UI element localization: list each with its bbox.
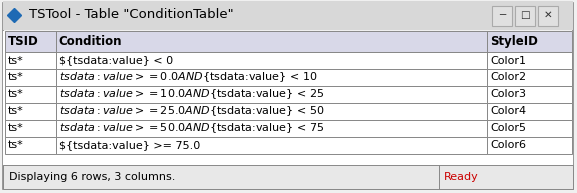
Text: Ready: Ready <box>444 172 479 182</box>
Text: Color3: Color3 <box>490 89 526 99</box>
Text: ${tsdata:value} >= 75.0: ${tsdata:value} >= 75.0 <box>59 140 200 150</box>
FancyBboxPatch shape <box>487 137 572 154</box>
FancyBboxPatch shape <box>3 165 573 189</box>
Text: Color2: Color2 <box>490 73 526 82</box>
FancyBboxPatch shape <box>5 31 572 52</box>
FancyBboxPatch shape <box>487 86 572 103</box>
Text: Color1: Color1 <box>490 56 526 66</box>
Text: Displaying 6 rows, 3 columns.: Displaying 6 rows, 3 columns. <box>9 172 175 182</box>
Text: ts*: ts* <box>8 106 23 116</box>
Text: Condition: Condition <box>59 35 122 48</box>
FancyBboxPatch shape <box>5 52 56 69</box>
FancyBboxPatch shape <box>3 31 573 165</box>
Text: Color4: Color4 <box>490 106 526 116</box>
Text: TSID: TSID <box>8 35 38 48</box>
FancyBboxPatch shape <box>5 120 56 137</box>
Text: ts*: ts* <box>8 140 23 150</box>
Text: StyleID: StyleID <box>490 35 538 48</box>
Text: Color6: Color6 <box>490 140 526 150</box>
Text: ${tsdata:value} < 0: ${tsdata:value} < 0 <box>59 56 173 66</box>
Text: ts*: ts* <box>8 56 23 66</box>
Text: □: □ <box>520 10 530 20</box>
FancyBboxPatch shape <box>3 3 573 189</box>
FancyBboxPatch shape <box>487 103 572 120</box>
FancyBboxPatch shape <box>3 1 573 30</box>
FancyBboxPatch shape <box>56 69 487 86</box>
FancyBboxPatch shape <box>487 120 572 137</box>
Text: ✕: ✕ <box>544 10 553 20</box>
Text: ts*: ts* <box>8 123 23 133</box>
FancyBboxPatch shape <box>515 6 535 26</box>
FancyBboxPatch shape <box>56 52 487 69</box>
Text: ─: ─ <box>499 10 505 20</box>
Text: ts*: ts* <box>8 89 23 99</box>
FancyBboxPatch shape <box>56 86 487 103</box>
FancyBboxPatch shape <box>5 137 56 154</box>
FancyBboxPatch shape <box>56 120 487 137</box>
FancyBboxPatch shape <box>56 103 487 120</box>
FancyBboxPatch shape <box>538 6 558 26</box>
FancyBboxPatch shape <box>487 69 572 86</box>
Text: ts*: ts* <box>8 73 23 82</box>
FancyBboxPatch shape <box>487 52 572 69</box>
Text: ${tsdata:value} >= 50.0 AND ${tsdata:value} < 75: ${tsdata:value} >= 50.0 AND ${tsdata:val… <box>59 121 324 135</box>
Text: ${tsdata:value} >= 25.0 AND ${tsdata:value} < 50: ${tsdata:value} >= 25.0 AND ${tsdata:val… <box>59 104 324 118</box>
FancyBboxPatch shape <box>492 6 512 26</box>
FancyBboxPatch shape <box>5 103 56 120</box>
Text: Color5: Color5 <box>490 123 526 133</box>
FancyBboxPatch shape <box>5 69 56 86</box>
Text: ${tsdata:value} >= 0.0 AND ${tsdata:value} < 10: ${tsdata:value} >= 0.0 AND ${tsdata:valu… <box>59 71 317 84</box>
Text: TSTool - Table "ConditionTable": TSTool - Table "ConditionTable" <box>29 8 234 21</box>
Text: ${tsdata:value} >= 10.0 AND ${tsdata:value} < 25: ${tsdata:value} >= 10.0 AND ${tsdata:val… <box>59 87 324 101</box>
FancyBboxPatch shape <box>56 137 487 154</box>
FancyBboxPatch shape <box>5 86 56 103</box>
